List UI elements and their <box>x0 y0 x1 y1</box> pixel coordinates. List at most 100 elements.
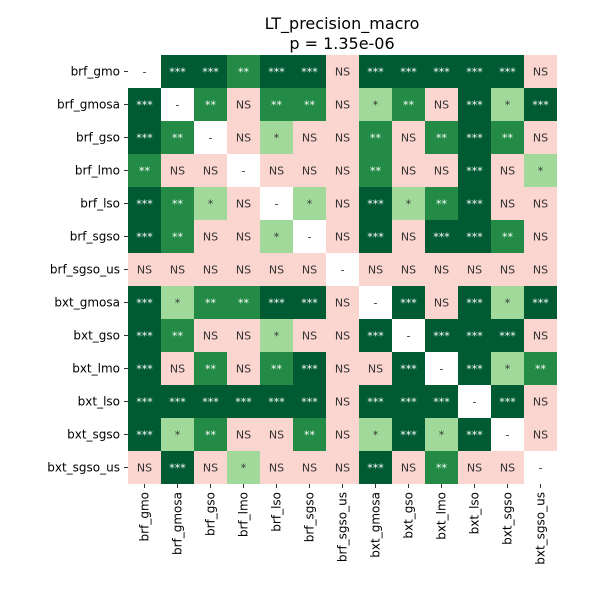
heatmap-cell <box>260 187 293 220</box>
cell-label: ** <box>172 231 184 244</box>
heatmap-cell <box>524 319 557 352</box>
heatmap-cell <box>194 286 227 319</box>
cell-label: ** <box>436 462 448 475</box>
cell-label: *** <box>466 231 483 244</box>
heatmap-cell <box>161 352 194 385</box>
cell-label: ** <box>436 198 448 211</box>
heatmap-cell <box>392 220 425 253</box>
heatmap-cell <box>425 253 458 286</box>
heatmap-cell <box>260 352 293 385</box>
cell-label: *** <box>400 396 417 409</box>
cell-label: - <box>209 132 213 145</box>
heatmap-cell <box>458 121 491 154</box>
cell-label: NS <box>236 132 251 145</box>
row-label: bxt_gso <box>73 329 120 343</box>
heatmap-cell <box>425 154 458 187</box>
cell-label: ** <box>172 132 184 145</box>
heatmap-cell <box>524 88 557 121</box>
cell-label: NS <box>302 330 317 343</box>
heatmap-cell <box>194 55 227 88</box>
heatmap-cell <box>491 451 524 484</box>
cell-label: * <box>274 132 280 145</box>
cell-label: NS <box>533 396 548 409</box>
cell-label: NS <box>533 429 548 442</box>
cell-label: *** <box>169 396 186 409</box>
cell-label: *** <box>169 66 186 79</box>
cell-label: - <box>374 297 378 310</box>
heatmap-cell <box>260 253 293 286</box>
cell-label: - <box>308 231 312 244</box>
heatmap-cell <box>194 154 227 187</box>
cell-label: * <box>505 363 511 376</box>
cell-label: * <box>175 297 181 310</box>
column-label: bxt_sgso <box>501 492 515 545</box>
heatmap-cell <box>293 88 326 121</box>
heatmap-cell <box>359 286 392 319</box>
heatmap-cell <box>194 451 227 484</box>
cell-label: *** <box>499 66 516 79</box>
heatmap-cell <box>326 121 359 154</box>
heatmap-cell <box>128 451 161 484</box>
heatmap-cell <box>359 187 392 220</box>
cell-label: NS <box>401 132 416 145</box>
cell-label: NS <box>203 264 218 277</box>
cell-label: *** <box>433 231 450 244</box>
cell-label: *** <box>433 66 450 79</box>
heatmap-cell <box>392 451 425 484</box>
cell-label: NS <box>236 330 251 343</box>
cell-label: NS <box>203 165 218 178</box>
cell-label: NS <box>533 66 548 79</box>
heatmap-cell <box>227 220 260 253</box>
cell-label: NS <box>335 66 350 79</box>
cell-label: *** <box>136 396 153 409</box>
heatmap-cell <box>524 187 557 220</box>
heatmap-cell <box>326 451 359 484</box>
cell-label: *** <box>466 363 483 376</box>
cell-label: NS <box>203 462 218 475</box>
heatmap-cell <box>491 253 524 286</box>
heatmap-cell <box>293 319 326 352</box>
heatmap-cell <box>260 286 293 319</box>
heatmap-cell <box>128 154 161 187</box>
row-labels: brf_gmo brf_gmosa brf_gso brf_lmo brf_lsobrf… <box>47 65 128 475</box>
heatmap-cell <box>128 385 161 418</box>
cell-label: * <box>208 198 214 211</box>
cell-label: *** <box>466 429 483 442</box>
heatmap-cell <box>359 88 392 121</box>
heatmap-cell <box>227 154 260 187</box>
heatmap-cell <box>458 154 491 187</box>
cell-label: - <box>341 264 345 277</box>
column-label: bxt_gmosa <box>369 492 383 558</box>
heatmap-cell <box>260 55 293 88</box>
heatmap-cell <box>194 253 227 286</box>
heatmap-cell <box>260 88 293 121</box>
heatmap-cell <box>260 154 293 187</box>
cell-label: ** <box>502 231 514 244</box>
cell-label: NS <box>236 231 251 244</box>
cell-label: *** <box>499 396 516 409</box>
cell-label: *** <box>268 396 285 409</box>
cell-label: *** <box>136 297 153 310</box>
heatmap-cell <box>227 385 260 418</box>
row-label: brf_sgso <box>70 230 120 244</box>
heatmap-cell <box>524 253 557 286</box>
cell-label: *** <box>301 66 318 79</box>
column-label: bxt_sgso_us <box>534 492 548 565</box>
heatmap-cell <box>392 286 425 319</box>
heatmap-cell <box>425 319 458 352</box>
heatmap-cells: - *** *** ** *** *** NS *** *** *** *** *** NS*** - **… <box>128 55 557 484</box>
cell-label: ** <box>403 99 415 112</box>
cell-label: NS <box>467 264 482 277</box>
cell-label: NS <box>335 363 350 376</box>
heatmap-cell <box>491 154 524 187</box>
heatmap-cell <box>260 418 293 451</box>
heatmap-cell <box>425 187 458 220</box>
cell-label: NS <box>434 297 449 310</box>
cell-label: NS <box>434 99 449 112</box>
heatmap-cell <box>293 451 326 484</box>
row-label: brf_sgso_us <box>50 263 120 277</box>
heatmap-cell <box>128 187 161 220</box>
cell-label: NS <box>137 462 152 475</box>
heatmap-cell <box>524 55 557 88</box>
heatmap-cell <box>161 154 194 187</box>
